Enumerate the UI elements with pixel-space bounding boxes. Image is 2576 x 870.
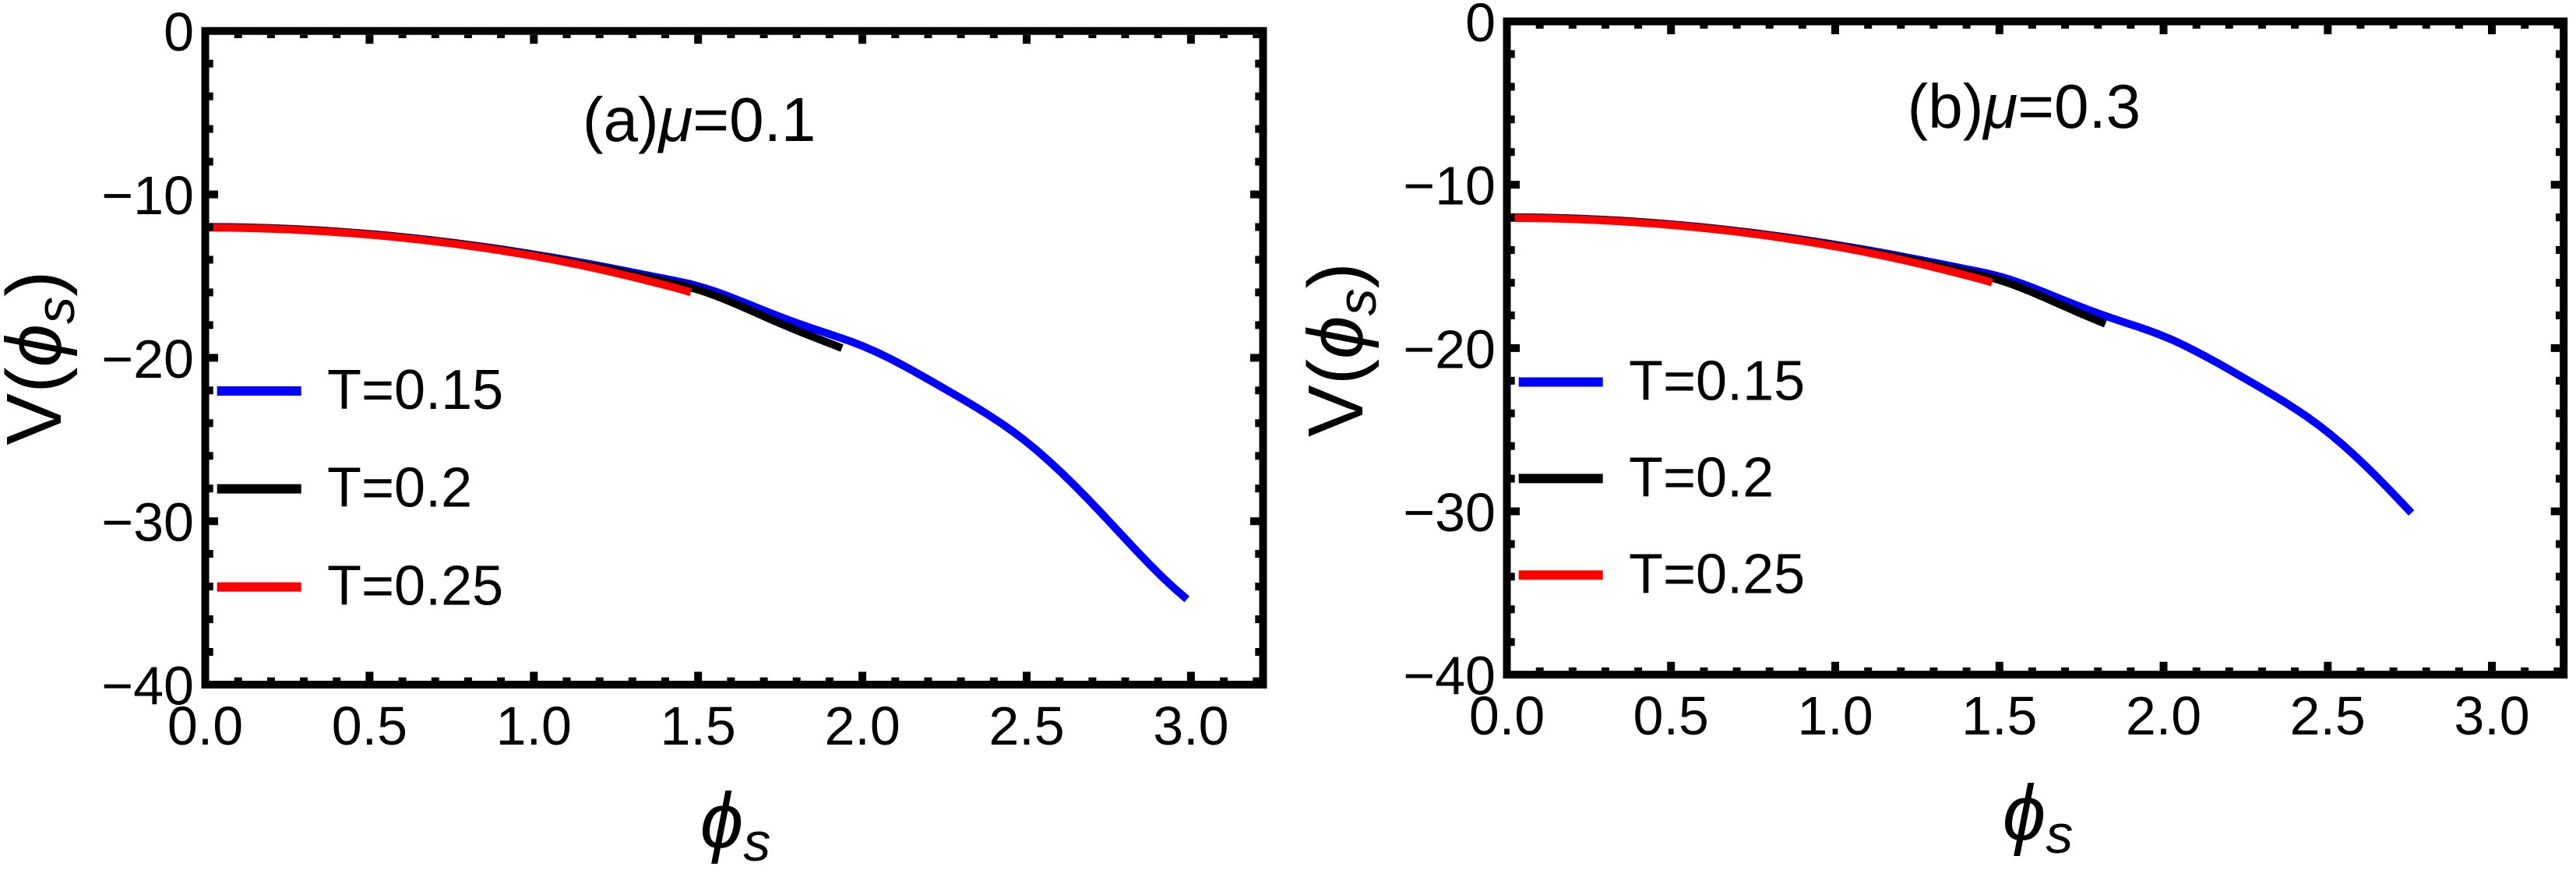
svg-text:T=0.25: T=0.25 [1629,543,1805,605]
svg-text:T=0.15: T=0.15 [1629,350,1805,413]
svg-text:T=0.2: T=0.2 [327,457,472,520]
svg-text:0.0: 0.0 [167,696,243,756]
svg-text:3.0: 3.0 [2454,685,2529,746]
svg-text:2.0: 2.0 [824,696,900,756]
svg-text:0.0: 0.0 [1469,685,1545,746]
svg-text:0.5: 0.5 [1633,685,1709,746]
svg-text:2.5: 2.5 [988,696,1064,756]
svg-text:−30: −30 [1403,482,1496,543]
svg-text:2.0: 2.0 [2126,685,2201,746]
svg-text:0: 0 [164,2,194,62]
svg-text:1.0: 1.0 [496,696,572,756]
svg-text:0: 0 [1465,0,1496,53]
svg-text:(b)μ=0.3: (b)μ=0.3 [1908,72,2141,141]
svg-text:1.5: 1.5 [1961,685,2037,746]
svg-text:T=0.2: T=0.2 [1629,446,1774,509]
svg-text:T=0.25: T=0.25 [327,555,503,618]
svg-text:T=0.15: T=0.15 [327,359,503,421]
svg-text:−40: −40 [101,656,194,717]
svg-text:ϕs: ϕs [2003,770,2074,865]
svg-text:2.5: 2.5 [2290,685,2366,746]
svg-text:−20: −20 [1403,319,1496,379]
svg-text:−10: −10 [101,165,194,226]
svg-text:−20: −20 [101,329,194,389]
svg-text:0.5: 0.5 [332,696,407,756]
svg-text:3.0: 3.0 [1153,696,1228,756]
svg-text:−30: −30 [101,492,194,553]
svg-text:ϕs: ϕs [700,777,771,866]
svg-text:V(ϕs): V(ϕs) [1292,262,1387,437]
svg-text:−40: −40 [1403,646,1496,706]
svg-text:1.5: 1.5 [661,696,736,756]
svg-text:−10: −10 [1403,156,1496,217]
svg-text:(a)μ=0.1: (a)μ=0.1 [583,85,816,154]
svg-text:V(ϕs): V(ϕs) [0,271,86,446]
svg-text:1.0: 1.0 [1797,685,1873,746]
